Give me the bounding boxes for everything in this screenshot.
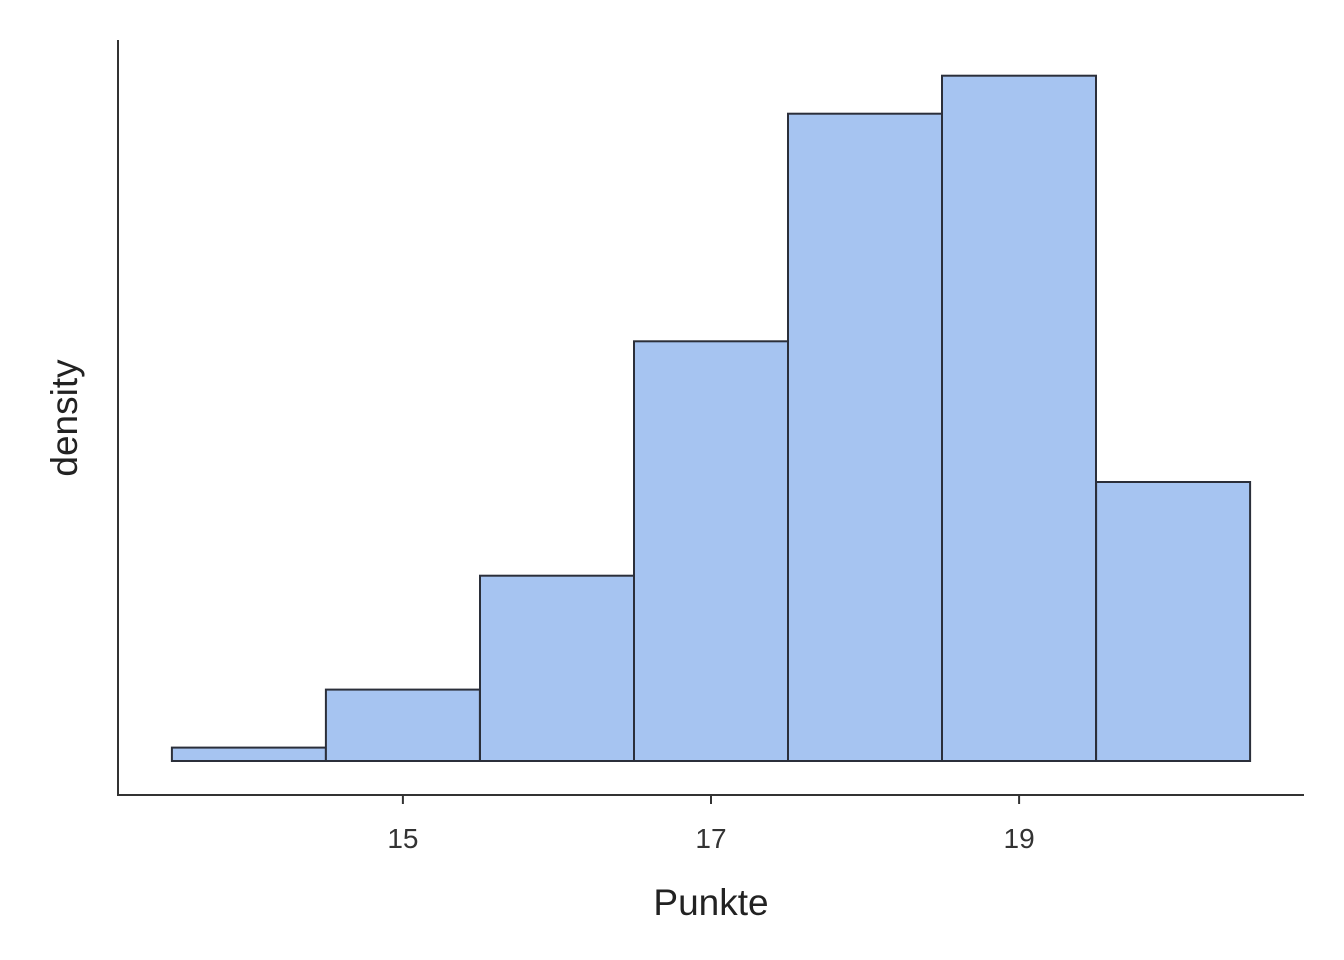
histogram-bar-14 <box>170 746 327 762</box>
x-tick-label-19: 19 <box>1004 823 1035 854</box>
x-axis-ticks: 15 17 19 <box>387 795 1035 854</box>
x-tick-label-17: 17 <box>695 823 726 854</box>
x-tick-label-15: 15 <box>387 823 418 854</box>
histogram-bar-18 <box>787 112 943 762</box>
histogram-bar-15 <box>324 688 481 762</box>
y-axis-title: density <box>44 359 85 477</box>
histogram-bars <box>170 74 1252 763</box>
histogram-bar-20 <box>1095 481 1252 762</box>
histogram-bar-19 <box>941 74 1097 762</box>
histogram-bar-17 <box>633 340 789 762</box>
histogram-bar-16 <box>479 574 635 763</box>
x-axis-title: Punkte <box>653 882 768 923</box>
